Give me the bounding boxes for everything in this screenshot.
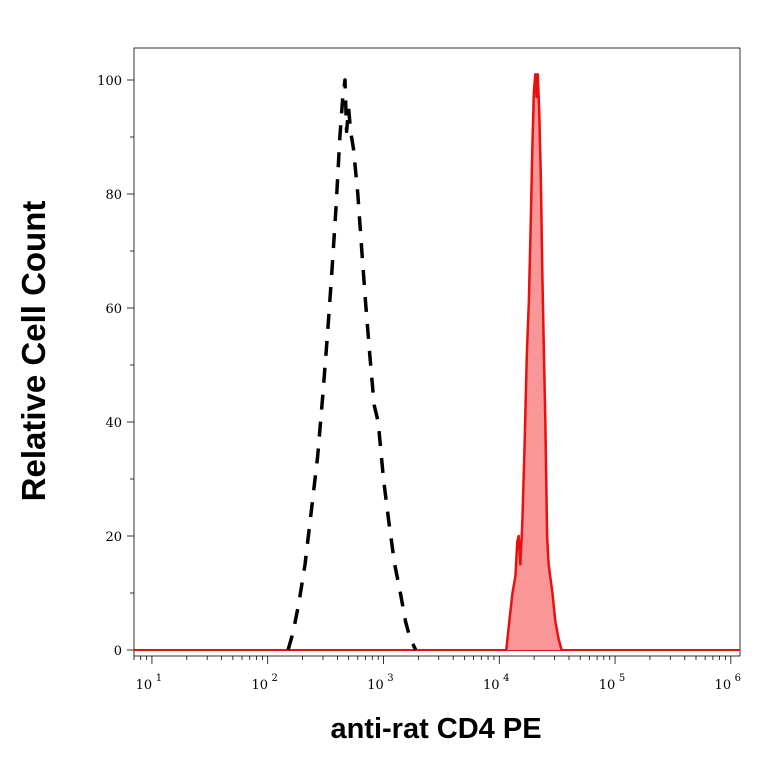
- y-axis-ticks: 0 20 40 60 80 100: [97, 74, 134, 659]
- plot-frame: [133, 47, 741, 657]
- x-tick-exponent: 6: [735, 673, 741, 684]
- x-axis-title: anti-rat CD4 PE: [330, 713, 541, 745]
- x-tick-exponent: 2: [272, 673, 278, 684]
- y-tick-label: 20: [105, 530, 122, 545]
- x-tick-label: 10: [136, 678, 153, 693]
- x-tick-exponent: 3: [387, 673, 393, 684]
- x-tick-label: 10: [715, 678, 732, 693]
- x-tick-label: 10: [483, 678, 500, 693]
- x-axis-ticks: 10 1 10 2 10 3 10 4 10 5 10 6: [133, 656, 741, 693]
- series-layer: [134, 73, 740, 651]
- series-line-0: [286, 78, 418, 651]
- x-tick-label: 10: [251, 678, 268, 693]
- x-tick-label: 10: [367, 678, 384, 693]
- y-tick-label: 100: [97, 74, 122, 89]
- series-fill-1: [506, 74, 562, 651]
- x-tick-exponent: 4: [503, 673, 509, 684]
- x-tick-exponent: 1: [156, 673, 162, 684]
- y-axis-title: Relative Cell Count: [15, 201, 52, 502]
- x-tick-exponent: 5: [619, 673, 625, 684]
- y-tick-label: 40: [105, 416, 122, 431]
- series-line-1: [505, 73, 563, 651]
- y-tick-label: 60: [105, 302, 122, 317]
- y-tick-label: 0: [114, 644, 122, 659]
- y-tick-label: 80: [105, 188, 122, 203]
- x-tick-label: 10: [599, 678, 616, 693]
